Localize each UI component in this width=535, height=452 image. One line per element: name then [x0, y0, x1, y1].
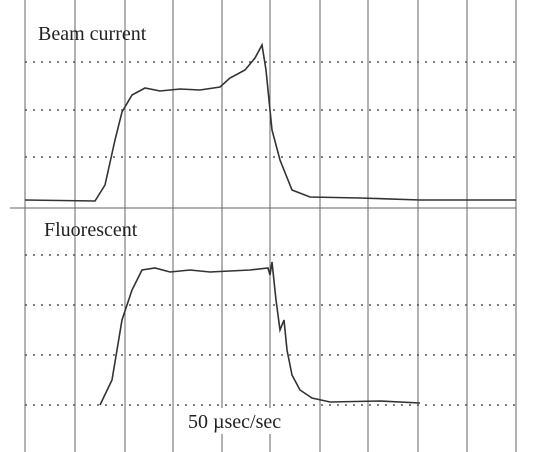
label-backdrop	[180, 408, 305, 434]
top-trace-label: Beam current	[38, 23, 147, 45]
timebase-label: 50 µsec/sec	[188, 411, 281, 433]
grid	[10, 0, 517, 452]
beam-trace	[24, 42, 516, 202]
fluorescent-trace	[99, 261, 421, 406]
bottom-trace-label: Fluorescent	[44, 219, 138, 241]
